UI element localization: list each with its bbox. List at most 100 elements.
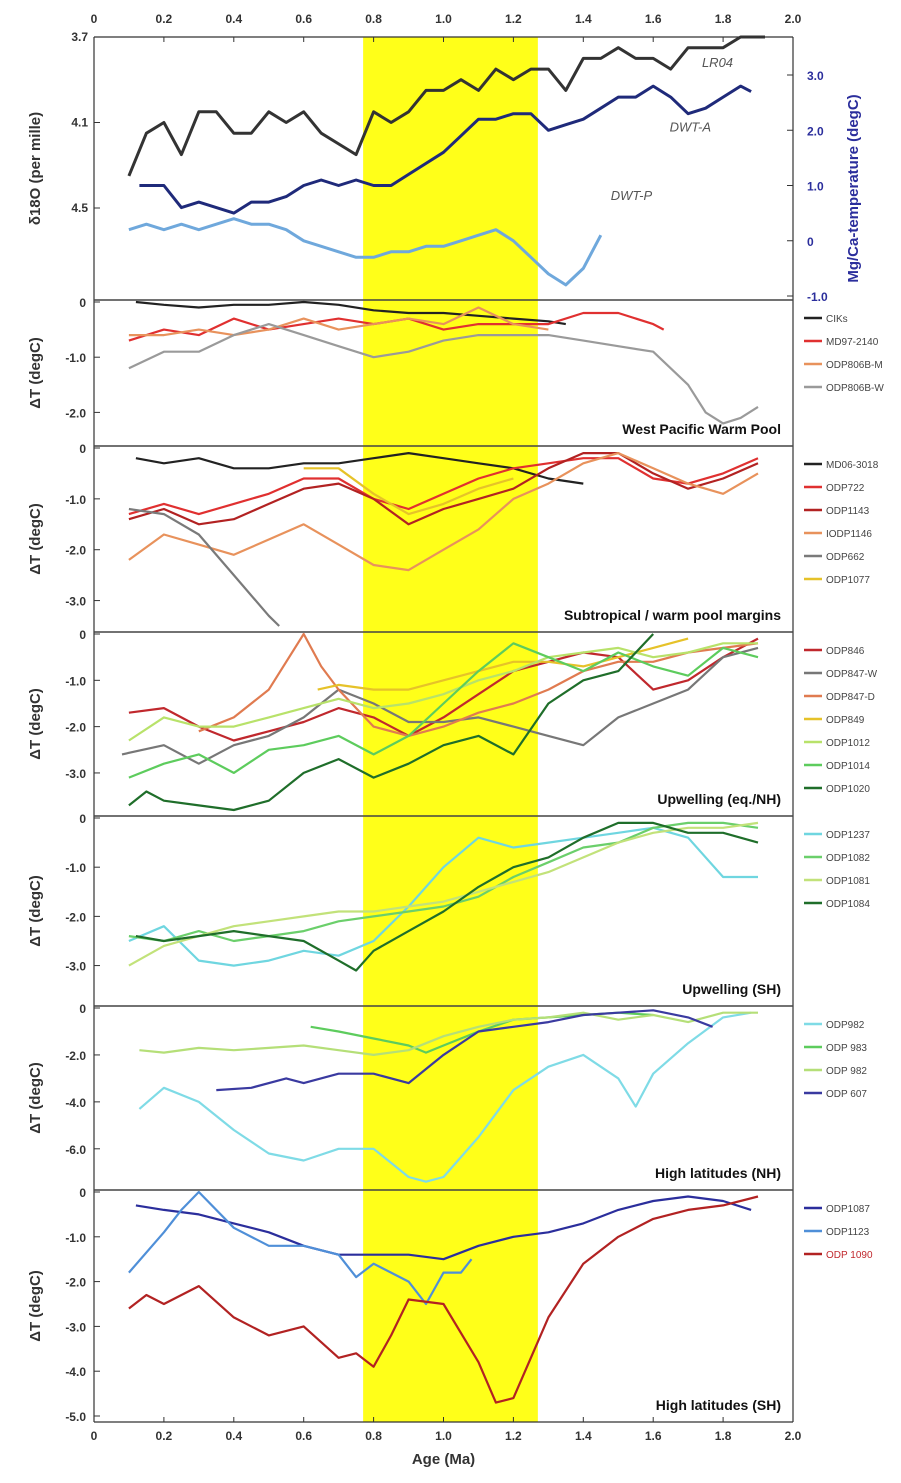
series-label-dwt-a: DWT-A [670, 120, 711, 135]
y-tick-label: 0 [79, 628, 86, 642]
series-dwt-p-line [128, 217, 603, 287]
panel-1: 0 -1.0 -2.0 ΔT (degC) West Pacific Warm Pool… [27, 296, 884, 437]
series-odp-982-line [139, 1011, 758, 1057]
legend-label: MD06-3018 [826, 460, 879, 471]
x-tick-label-bottom: 1.2 [505, 1429, 522, 1443]
y-tick-label: -1.0 [65, 861, 86, 875]
y-tick-label: 0 [79, 1186, 86, 1200]
panel-3: 0 -1.0 -2.0 -3.0 ΔT (degC) Upwelling (eq./NH)… [27, 628, 878, 812]
legend-label: ODP1084 [826, 899, 870, 910]
panel-title: High latitudes (SH) [656, 1397, 781, 1413]
series-lr04-line [127, 35, 765, 177]
x-tick-label-bottom: 2.0 [785, 1429, 802, 1443]
y-tick-label: 0 [79, 442, 86, 456]
y-tick-label: 0 [79, 296, 86, 310]
y-tick-label: -1.0 [65, 493, 86, 507]
legend-label: ODP847-W [826, 669, 878, 680]
panel-title: Upwelling (eq./NH) [657, 791, 781, 807]
series-odp1087-line [135, 1195, 752, 1261]
y-tick-label: -1.0 [65, 674, 86, 688]
x-tick-label-bottom: 0.6 [295, 1429, 312, 1443]
series-odp1014-line [128, 642, 759, 779]
panel-title: High latitudes (NH) [655, 1165, 781, 1181]
x-tick-label-bottom: 0.8 [365, 1429, 382, 1443]
panel-title: Upwelling (SH) [682, 981, 781, 997]
x-tick-label-bottom: 1.8 [715, 1429, 732, 1443]
series-label-dwt-p: DWT-P [611, 188, 653, 203]
y-tick-label: -1.0 [65, 351, 86, 365]
left-tick-label: 3.7 [71, 30, 88, 44]
y-tick-label: -5.0 [65, 1410, 86, 1424]
x-tick-label-top: 2.0 [785, 12, 802, 26]
y-tick-label: -3.0 [65, 595, 86, 609]
series-odp722-line [128, 457, 759, 516]
series-label-lr04: LR04 [702, 55, 733, 70]
series-odp-1090-line [128, 1195, 759, 1404]
y-tick-label: -2.0 [65, 1276, 86, 1290]
series-odp1077-line [303, 467, 514, 516]
series-ciks-line [135, 300, 566, 326]
series-odp1081-line [128, 821, 759, 967]
x-tick-label-bottom: 1.0 [435, 1429, 452, 1443]
legend-label: ODP 982 [826, 1066, 867, 1077]
series-odp847-d-line [198, 632, 759, 738]
legend-label: ODP1143 [826, 506, 870, 517]
x-tick-label-top: 0.6 [295, 12, 312, 26]
left-tick-label: 4.1 [71, 116, 88, 130]
panel-y-axis-label: ΔT (degC) [27, 1270, 44, 1342]
series-odp-607-line [216, 1009, 713, 1092]
x-tick-label-top: 1.2 [505, 12, 522, 26]
legend-label: ODP1014 [826, 761, 870, 772]
legend-label: ODP982 [826, 1020, 865, 1031]
legend-label: ODP1237 [826, 830, 870, 841]
series-odp846-line [128, 637, 759, 742]
y-tick-label: -4.0 [65, 1096, 86, 1110]
legend-label: IODP1146 [826, 529, 872, 540]
y-tick-label: 0 [79, 812, 86, 826]
legend-label: ODP1012 [826, 738, 870, 749]
legend-label: ODP846 [826, 646, 865, 657]
series-odp1123-line [128, 1190, 473, 1306]
y-tick-label: 0 [79, 1002, 86, 1016]
panel-6: 0 -1.0 -2.0 -3.0 -4.0 -5.0 ΔT (degC) High latit… [27, 1186, 873, 1424]
series-odp1012-line [128, 642, 758, 742]
series-odp847-w-line [121, 646, 759, 765]
x-tick-label-bottom: 0.2 [156, 1429, 173, 1443]
top-left-axis-label: δ18O (per mille) [27, 112, 44, 225]
legend-label: ODP849 [826, 715, 865, 726]
y-tick-label: -3.0 [65, 960, 86, 974]
panel-4: 0 -1.0 -2.0 -3.0 ΔT (degC) Upwelling (SH) ODP1… [27, 812, 870, 997]
x-tick-label-top: 0.4 [225, 12, 242, 26]
panel-5: 0 -2.0 -4.0 -6.0 ΔT (degC) High latitudes (NH… [27, 1002, 867, 1183]
series-odp806b-m-line [128, 306, 549, 337]
series-odp982-line [138, 1011, 752, 1183]
panel-y-axis-label: ΔT (degC) [27, 503, 44, 575]
legend-label: ODP 607 [826, 1089, 867, 1100]
x-axis-label: Age (Ma) [412, 1451, 475, 1468]
panel-y-axis-label: ΔT (degC) [27, 688, 44, 760]
y-tick-label: -2.0 [65, 406, 86, 420]
x-tick-label-bottom: 0.4 [225, 1429, 242, 1443]
y-tick-label: -1.0 [65, 1231, 86, 1245]
y-tick-label: -2.0 [65, 544, 86, 558]
right-tick-label: -1.0 [807, 290, 828, 304]
panel-2: 0 -1.0 -2.0 -3.0 ΔT (degC) Subtropical / warm… [27, 442, 879, 627]
legend-label: ODP1020 [826, 784, 870, 795]
right-tick-label: 0 [807, 235, 814, 249]
right-tick-label: 2.0 [807, 124, 824, 138]
x-tick-label-top: 0 [91, 12, 98, 26]
y-tick-label: -2.0 [65, 910, 86, 924]
x-tick-label-bottom: 0 [91, 1429, 98, 1443]
y-tick-label: -2.0 [65, 721, 86, 735]
legend-label: ODP806B-M [826, 360, 883, 371]
panel-y-axis-label: ΔT (degC) [27, 337, 44, 409]
right-tick-label: 1.0 [807, 180, 824, 194]
x-tick-label-top: 1.4 [575, 12, 592, 26]
legend-label: ODP 1090 [826, 1250, 873, 1261]
panel-title: West Pacific Warm Pool [622, 421, 781, 437]
panel-y-axis-label: ΔT (degC) [27, 1062, 44, 1134]
legend-label: ODP806B-W [826, 383, 884, 394]
panel-title: Subtropical / warm pool margins [564, 607, 781, 623]
